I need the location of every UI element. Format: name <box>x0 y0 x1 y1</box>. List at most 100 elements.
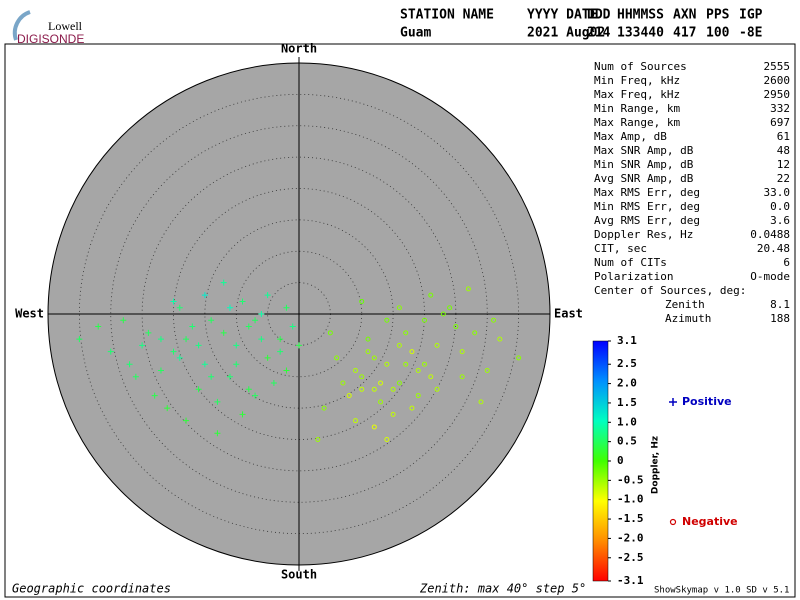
point-negative <box>422 317 427 323</box>
header-value: 417 <box>673 26 696 41</box>
point-positive <box>252 317 259 324</box>
colorbar-tick-label: -2.5 <box>617 551 644 564</box>
footer-right: ShowSkymap v 1.0 SD v 5.1 <box>654 586 789 596</box>
header-label: STATION NAME <box>400 8 494 23</box>
legend-marker <box>669 518 677 526</box>
point-negative <box>459 349 465 355</box>
header-value: 133440 <box>617 26 664 41</box>
point-negative <box>390 386 396 392</box>
stat-value: 697 <box>770 116 790 129</box>
point-negative <box>327 330 333 336</box>
stat-value: 332 <box>770 102 790 115</box>
point-negative <box>453 324 459 330</box>
stat-label: CIT, sec <box>594 242 647 255</box>
colorbar-tick-label: 0.5 <box>617 435 637 448</box>
point-negative <box>365 349 371 355</box>
header-value: 2021 Aug02 <box>527 26 605 41</box>
point-negative <box>428 374 434 380</box>
point-positive <box>76 336 83 343</box>
point-positive <box>277 336 284 343</box>
point-positive <box>170 298 177 305</box>
point-positive <box>214 430 221 437</box>
logo-swoosh <box>12 10 31 41</box>
point-positive <box>252 392 259 399</box>
point-negative <box>459 374 465 380</box>
stat-label: Azimuth <box>665 312 711 325</box>
point-positive <box>201 361 208 368</box>
stat-value: 3.6 <box>770 214 790 227</box>
point-negative <box>352 418 358 424</box>
stat-label: Doppler Res, Hz <box>594 228 693 241</box>
colorbar-tick-label: 0 <box>617 454 624 467</box>
frame <box>4 43 796 598</box>
point-positive <box>239 411 246 418</box>
point-positive <box>176 304 183 311</box>
point-positive <box>95 323 102 330</box>
point-negative <box>434 386 440 392</box>
stat-value: 6 <box>783 256 790 269</box>
point-positive <box>176 354 183 361</box>
point-positive <box>195 386 202 393</box>
header-label: PPS <box>706 8 730 23</box>
colorbar-label: Doppler, Hz <box>651 436 661 494</box>
point-positive <box>139 342 146 349</box>
point-positive <box>258 311 265 317</box>
point-positive <box>157 336 164 343</box>
colorbar-tick-label: 1.0 <box>617 415 637 428</box>
dir-east: East <box>554 307 583 321</box>
stat-value: 48 <box>777 144 790 157</box>
stat-label: Zenith <box>665 298 705 311</box>
point-negative <box>415 367 421 373</box>
point-positive <box>214 398 221 405</box>
point-positive <box>289 323 296 330</box>
stat-value: 22 <box>777 172 790 185</box>
point-negative <box>371 424 377 430</box>
point-negative <box>321 405 327 411</box>
point-negative <box>334 355 340 361</box>
point-positive <box>283 304 290 311</box>
colorbar-tick-label: 2.0 <box>617 377 637 390</box>
point-positive <box>151 392 158 399</box>
header-label: IGP <box>739 8 763 23</box>
stat-label: Max RMS Err, deg <box>594 186 700 199</box>
stat-label: Num of Sources <box>594 60 687 73</box>
point-negative <box>403 330 409 336</box>
point-positive <box>157 367 164 374</box>
point-positive <box>233 342 240 349</box>
stat-value: 2950 <box>764 88 791 101</box>
stat-label: Avg SNR Amp, dB <box>594 172 694 185</box>
point-negative <box>384 317 390 323</box>
point-negative <box>447 305 453 311</box>
point-positive <box>145 329 152 336</box>
point-negative <box>497 336 503 342</box>
colorbar-tick-label: -0.5 <box>617 473 644 486</box>
point-negative <box>396 342 402 348</box>
point-positive <box>277 348 284 355</box>
point-negative <box>409 349 415 355</box>
colorbar <box>592 340 609 582</box>
logo-bottom: DIGISONDE <box>17 32 84 46</box>
footer-middle: Zenith: max 40° step 5° <box>419 582 586 596</box>
point-positive <box>226 304 233 311</box>
point-positive <box>107 348 114 355</box>
point-negative <box>359 374 365 380</box>
point-negative <box>390 411 396 417</box>
colorbar-tick-label: 1.5 <box>617 396 637 409</box>
colorbar-tick-label: -2.0 <box>617 531 644 544</box>
stat-label: Polarization <box>594 270 673 283</box>
point-positive <box>126 361 133 368</box>
point-positive <box>296 342 302 349</box>
stat-value: 2555 <box>764 60 791 73</box>
point-positive <box>245 323 252 330</box>
point-positive <box>220 329 227 336</box>
point-positive <box>189 323 196 330</box>
point-positive <box>239 298 246 305</box>
stat-value: 20.48 <box>757 242 790 255</box>
stat-label: Min Range, km <box>594 102 680 115</box>
legend-marker <box>669 398 677 406</box>
stat-label: Max SNR Amp, dB <box>594 144 694 157</box>
point-positive <box>270 380 277 387</box>
point-negative <box>359 386 365 392</box>
point-negative <box>378 380 384 386</box>
stat-label: Max Range, km <box>594 116 680 129</box>
